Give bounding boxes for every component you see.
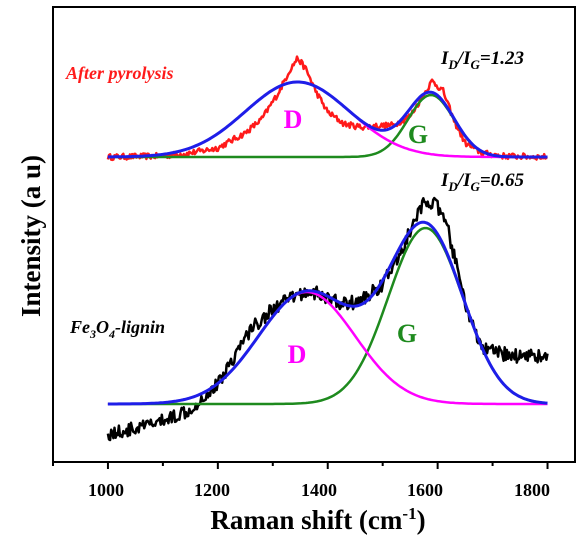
raw-spectrum-top <box>106 55 548 162</box>
sample-label-fe3o4-lignin: Fe3O4-lignin <box>69 317 165 341</box>
ratio-top-sub2: G <box>470 57 480 72</box>
ratio-top-i1: I <box>440 48 449 69</box>
ratio-bottom-value: =0.65 <box>480 170 525 191</box>
ratio-bottom-sub1: D <box>447 179 458 194</box>
sample-sub1: 3 <box>89 327 96 341</box>
x-axis-title: Raman shift (cm-1) <box>210 504 425 535</box>
x-tick-label: 1200 <box>194 480 230 500</box>
sample-end: -lignin <box>115 317 165 337</box>
d-band-label-bottom: D <box>288 340 307 369</box>
x-tick-label: 1000 <box>88 480 124 500</box>
x-axis-title-close: ) <box>417 505 426 535</box>
g-band-fit-bottom <box>107 226 548 406</box>
cumulative-fit-top <box>107 80 548 159</box>
x-axis-title-sup: -1 <box>402 504 416 523</box>
d-band-label-top: D <box>284 105 303 134</box>
g-band-label-bottom: G <box>397 319 417 348</box>
g-band-fit-top <box>107 93 548 159</box>
ratio-bottom-i2: I <box>462 170 471 191</box>
x-ticks <box>52 462 549 469</box>
ratio-top-slash: / <box>456 48 465 69</box>
sample-sub2: 4 <box>108 327 115 341</box>
ratio-label-top: ID/IG=1.23 <box>440 48 524 72</box>
x-tick-label: 1800 <box>514 480 550 500</box>
x-tick-label: 1600 <box>407 480 443 500</box>
cumulative-fit-bottom <box>107 220 548 406</box>
g-band-label-top: G <box>408 120 428 149</box>
ratio-top-sub1: D <box>447 57 458 72</box>
sample-o: O <box>96 317 109 337</box>
ratio-top-value: =1.23 <box>480 48 524 69</box>
ratio-bottom-slash: / <box>456 170 465 191</box>
series-layer <box>106 55 549 442</box>
plot-frame <box>52 6 576 463</box>
ratio-bottom-sub2: G <box>470 179 480 194</box>
sample-label-after-pyrolysis: After pyrolysis <box>65 63 174 83</box>
x-tick-label: 1400 <box>301 480 337 500</box>
ratio-bottom-i1: I <box>440 170 449 191</box>
ratio-label-bottom: ID/IG=0.65 <box>440 170 524 194</box>
x-axis-title-main: Raman shift (cm <box>210 505 402 535</box>
sample-fe: Fe <box>69 317 90 337</box>
ratio-top-i2: I <box>462 48 471 69</box>
y-axis-title: Intensity (a u) <box>16 155 46 317</box>
